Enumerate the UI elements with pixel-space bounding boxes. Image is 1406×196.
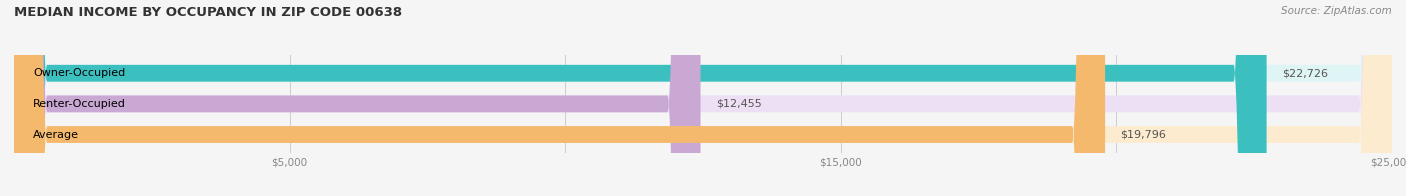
- FancyBboxPatch shape: [14, 0, 1267, 196]
- Text: $12,455: $12,455: [716, 99, 762, 109]
- FancyBboxPatch shape: [14, 0, 1392, 196]
- Text: $22,726: $22,726: [1282, 68, 1329, 78]
- Text: Source: ZipAtlas.com: Source: ZipAtlas.com: [1281, 6, 1392, 16]
- Text: Renter-Occupied: Renter-Occupied: [34, 99, 127, 109]
- FancyBboxPatch shape: [14, 0, 1392, 196]
- Text: Average: Average: [34, 130, 79, 140]
- FancyBboxPatch shape: [14, 0, 1105, 196]
- Text: Owner-Occupied: Owner-Occupied: [34, 68, 125, 78]
- Text: MEDIAN INCOME BY OCCUPANCY IN ZIP CODE 00638: MEDIAN INCOME BY OCCUPANCY IN ZIP CODE 0…: [14, 6, 402, 19]
- Text: $19,796: $19,796: [1121, 130, 1167, 140]
- FancyBboxPatch shape: [14, 0, 1392, 196]
- FancyBboxPatch shape: [14, 0, 700, 196]
